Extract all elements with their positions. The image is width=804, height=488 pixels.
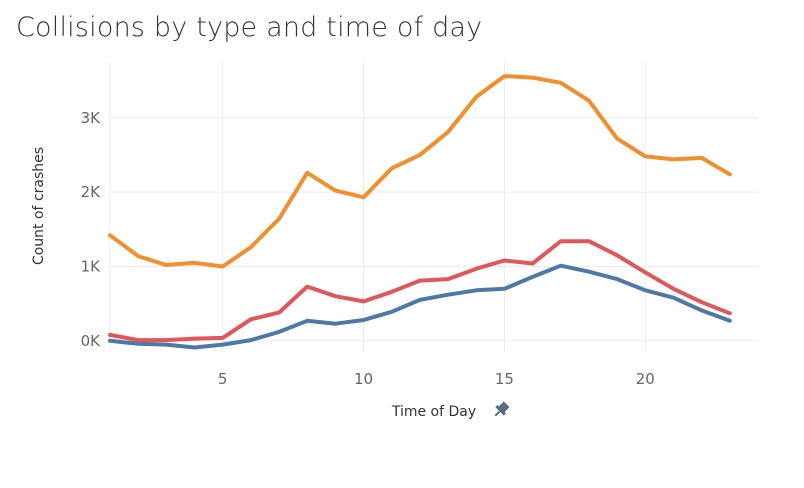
- y-axis-label: Count of crashes: [31, 147, 47, 265]
- x-tick-label: 5: [218, 370, 228, 388]
- y-tick-label: 2K: [81, 183, 102, 201]
- x-axis-ticks: 5 10 15 20: [218, 370, 655, 388]
- series-line-3[interactable]: [108, 263, 732, 350]
- series-line-2[interactable]: [108, 239, 732, 343]
- y-tick-label: 1K: [81, 257, 102, 275]
- x-tick-label: 10: [354, 370, 373, 388]
- y-axis-ticks: 0K 1K 2K 3K: [81, 109, 102, 350]
- chart-title: Collisions by type and time of day: [16, 12, 483, 43]
- series-lines: [108, 74, 732, 350]
- series-line-1[interactable]: [108, 74, 732, 269]
- x-tick-label: 20: [636, 370, 655, 388]
- pin-icon[interactable]: [491, 400, 511, 420]
- gridlines: [109, 62, 758, 352]
- x-tick-label: 15: [495, 370, 514, 388]
- x-axis-label[interactable]: Time of Day: [391, 404, 476, 420]
- y-tick-label: 0K: [81, 332, 102, 350]
- y-tick-label: 3K: [81, 109, 102, 127]
